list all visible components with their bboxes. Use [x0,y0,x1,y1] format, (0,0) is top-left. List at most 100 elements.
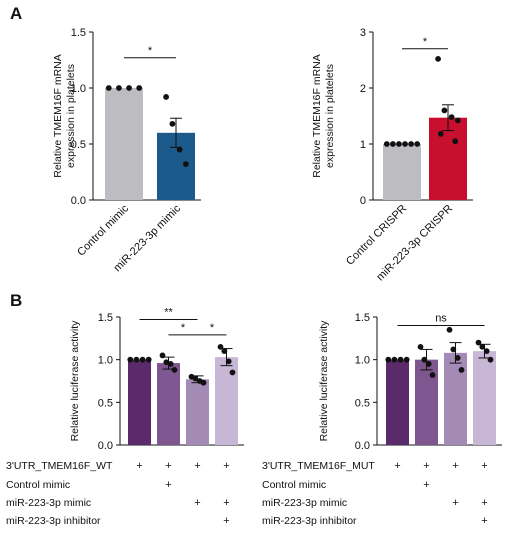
data-point [421,356,428,363]
data-point [450,346,457,353]
condition-mark: + [223,515,229,527]
data-point [475,339,482,346]
data-point [139,356,146,363]
significance-label: * [148,45,153,57]
condition-mark: + [452,497,458,509]
condition-mark: + [194,460,200,472]
data-point [479,343,486,350]
data-point [487,356,494,363]
condition-label: 3'UTR_TMEM16F_MUT [262,460,375,472]
data-point [441,107,448,114]
condition-mark: + [223,460,229,472]
y-tick-label: 3 [360,27,366,39]
condition-mark: + [481,515,487,527]
x-tick-label: miR-223-3p CRISPR [374,203,455,284]
significance-label: * [181,322,186,334]
significance-label: ** [164,307,173,319]
data-point [169,120,176,127]
data-point [163,94,170,100]
data-point [383,141,390,147]
y-axis-label: Relative TMEM16F mRNA [311,54,323,178]
data-point [176,146,183,153]
panel-label-b: B [10,291,23,310]
data-point [389,141,396,147]
bar [215,357,238,445]
y-tick-label: 1.5 [71,27,86,39]
bar [157,363,180,445]
y-tick-label: 0 [360,195,366,207]
condition-mark: + [481,497,487,509]
significance-label: * [210,322,215,334]
data-point [217,343,224,350]
condition-mark: + [165,479,171,491]
condition-label: miR-223-3p mimic [262,497,347,509]
data-point [403,356,410,363]
y-axis-label: Relative luciferase activity [318,320,330,442]
y-tick-label: 1.0 [355,355,370,367]
data-point [159,352,166,359]
data-point [483,348,490,355]
data-point [200,379,207,386]
bar [415,359,438,445]
bar [429,117,467,200]
bar [473,351,496,445]
data-point [448,114,455,121]
y-tick-label: 1.5 [98,312,113,324]
bar [383,144,421,200]
data-point [116,85,122,91]
condition-label: Control mimic [6,479,70,491]
y-axis-label: expression in platelets [324,64,336,168]
significance-label: ns [435,313,447,325]
data-point [167,361,174,367]
condition-label: miR-223-3p mimic [6,497,91,509]
data-point [133,356,140,363]
bar [386,359,409,445]
y-tick-label: 0.5 [355,397,370,409]
bar [105,88,143,200]
y-axis-label: Relative TMEM16F mRNA [52,54,64,178]
y-tick-label: 0.0 [98,440,113,452]
data-point [391,356,398,363]
condition-label: Control mimic [262,479,326,491]
y-tick-label: 0.5 [98,397,113,409]
condition-mark: + [136,460,142,472]
panel-label-a: A [10,4,23,23]
y-tick-label: 1.0 [71,83,86,95]
data-point [171,367,178,373]
data-point [437,131,444,137]
bar [128,359,151,445]
condition-mark: + [481,460,487,472]
condition-mark: + [423,479,429,491]
data-point [446,326,453,333]
y-tick-label: 0.0 [355,440,370,452]
y-axis-label: expression in platelets [65,64,77,168]
data-point [396,141,402,147]
data-point [435,55,441,62]
data-point [458,367,465,373]
data-point [385,356,392,363]
data-point [455,117,461,124]
condition-mark: + [223,497,229,509]
y-tick-label: 1.0 [98,355,113,367]
data-point [425,361,432,367]
data-point [192,375,199,382]
y-tick-label: 2 [360,83,366,95]
data-point [402,141,408,147]
significance-label: * [423,36,428,48]
y-tick-label: 0.0 [71,195,86,207]
data-point [225,358,232,365]
y-axis-label: Relative luciferase activity [69,320,81,442]
x-tick-label: Control mimic [75,202,131,258]
condition-mark: + [165,460,171,472]
data-point [136,85,143,91]
condition-mark: + [394,460,400,472]
condition-label: 3'UTR_TMEM16F_WT [6,460,113,472]
data-point [452,138,459,145]
condition-mark: + [194,497,200,509]
condition-label: miR-223-3p inhibitor [262,515,357,527]
data-point [221,348,228,355]
condition-label: miR-223-3p inhibitor [6,515,101,527]
data-point [183,161,189,168]
data-point [163,359,170,366]
